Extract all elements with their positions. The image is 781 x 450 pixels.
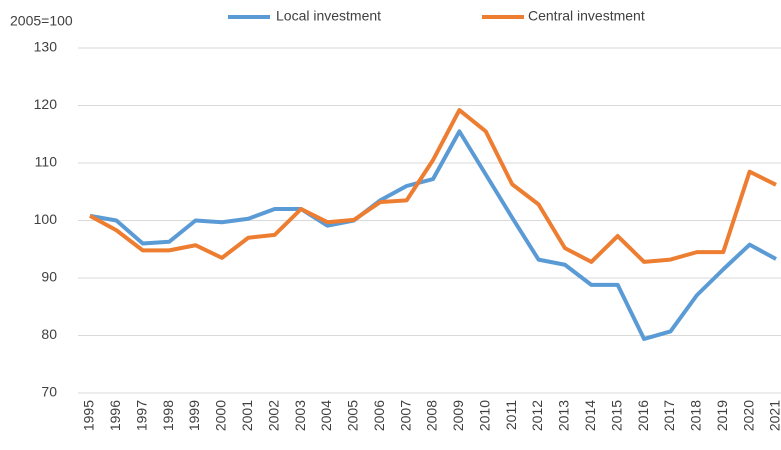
x-tick-label: 2004 bbox=[318, 400, 334, 431]
x-tick-label: 1996 bbox=[107, 400, 123, 431]
x-tick-label: 2021 bbox=[767, 400, 781, 431]
x-tick-label: 2007 bbox=[397, 400, 413, 431]
x-tick-label: 2001 bbox=[239, 400, 255, 431]
x-tick-label: 2017 bbox=[661, 400, 677, 431]
x-tick-label: 2006 bbox=[371, 400, 387, 431]
y-tick-label: 120 bbox=[34, 96, 58, 112]
x-tick-label: 2000 bbox=[213, 400, 229, 431]
y-tick-label: 110 bbox=[35, 154, 58, 170]
x-tick-label: 2018 bbox=[688, 400, 704, 431]
line-series bbox=[89, 108, 777, 264]
legend-label: Local investment bbox=[276, 8, 381, 24]
line-series bbox=[89, 129, 777, 341]
x-tick-label: 2008 bbox=[424, 400, 440, 431]
x-tick-label: 1995 bbox=[81, 400, 97, 431]
x-tick-label: 2010 bbox=[476, 400, 492, 431]
x-tick-label: 2020 bbox=[740, 400, 756, 431]
y-tick-label: 100 bbox=[34, 211, 58, 227]
x-tick-label: 2014 bbox=[582, 400, 598, 431]
x-tick-label: 2015 bbox=[608, 400, 624, 431]
y-tick-label: 70 bbox=[41, 384, 57, 400]
y-tick-label: 90 bbox=[41, 269, 57, 285]
x-tick-label: 2011 bbox=[503, 400, 519, 430]
y-tick-label: 80 bbox=[41, 326, 57, 342]
x-tick-label: 2013 bbox=[556, 400, 572, 431]
x-tick-label: 1997 bbox=[133, 400, 149, 431]
x-tick-label: 2016 bbox=[635, 400, 651, 431]
x-tick-label: 2009 bbox=[450, 400, 466, 431]
y-axis-label: 2005=100 bbox=[10, 13, 73, 29]
x-tick-label: 1998 bbox=[160, 400, 176, 431]
y-tick-label: 130 bbox=[34, 39, 58, 55]
x-tick-label: 2002 bbox=[265, 400, 281, 431]
x-tick-label: 2019 bbox=[714, 400, 730, 431]
x-tick-label: 2012 bbox=[529, 400, 545, 431]
x-tick-label: 2005 bbox=[345, 400, 361, 431]
x-tick-label: 1999 bbox=[186, 400, 202, 431]
legend-label: Central investment bbox=[528, 8, 645, 24]
x-tick-label: 2003 bbox=[292, 400, 308, 431]
